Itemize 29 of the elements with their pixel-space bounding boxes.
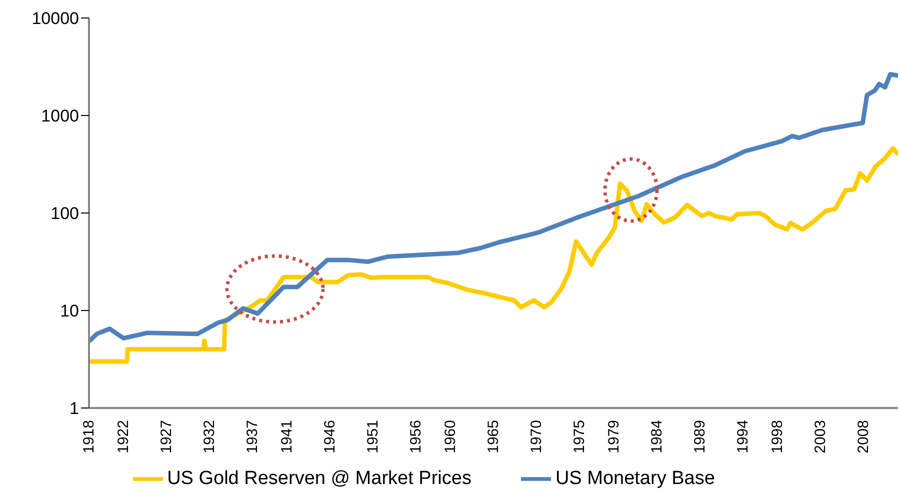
- x-tick-label: 1989: [692, 420, 709, 454]
- x-tick-label: 1975: [571, 420, 588, 454]
- y-tick-label: 10000: [32, 9, 79, 28]
- y-tick-label: 100: [50, 204, 79, 224]
- x-tick-label: 1979: [605, 420, 622, 454]
- x-tick-label: 1970: [528, 420, 546, 454]
- x-tick-label: 1956: [408, 420, 425, 454]
- x-tick-label: 2008: [855, 420, 872, 454]
- x-tick-label: 1932: [200, 420, 218, 454]
- x-tick-label: 1994: [734, 420, 752, 454]
- line-series: [89, 146, 898, 364]
- x-tick-label: 1922: [114, 420, 132, 454]
- x-tick-label: 2003: [812, 420, 830, 454]
- x-tick-label: 1951: [364, 420, 382, 454]
- x-tick-label: 1965: [485, 420, 502, 454]
- x-tick-label: 1984: [648, 420, 666, 454]
- x-tick-label: 1927: [158, 420, 175, 454]
- y-tick-label: 10: [60, 302, 79, 321]
- x-tick-label: 1998: [769, 420, 786, 454]
- legend-label: US Monetary Base: [555, 468, 715, 490]
- y-tick-label: 1: [70, 399, 79, 418]
- x-tick-label: 1960: [442, 420, 459, 454]
- x-tick-label: 1941: [278, 420, 296, 454]
- y-tick-label: 1000: [41, 106, 79, 126]
- line-series: [89, 72, 898, 343]
- x-tick-label: 1918: [80, 420, 98, 454]
- x-tick-label: 1937: [244, 420, 262, 454]
- x-tick-label: 1946: [321, 420, 338, 454]
- legend-label: US Gold Reserven @ Market Prices: [167, 468, 472, 490]
